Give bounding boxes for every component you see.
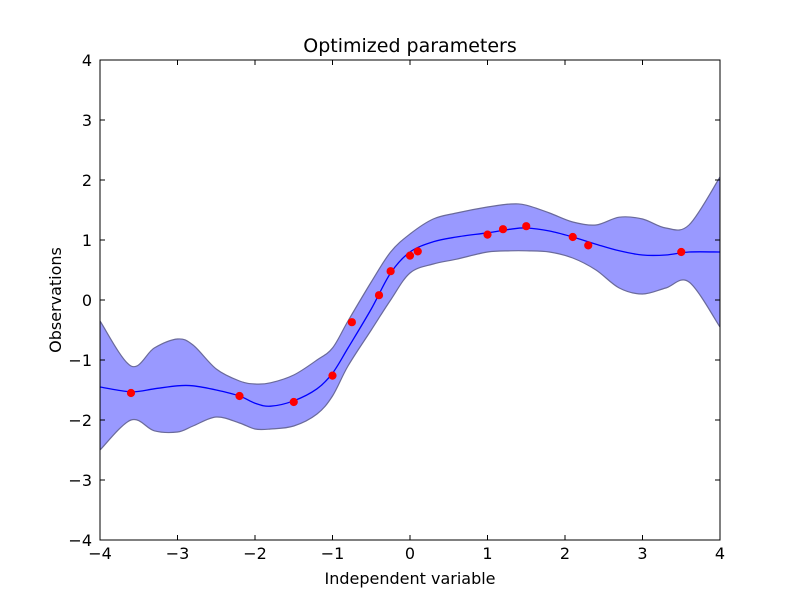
observation-point bbox=[413, 247, 422, 256]
x-tick-label: −1 bbox=[321, 544, 345, 563]
y-axis-label: Observations bbox=[46, 247, 65, 353]
x-axis-label: Independent variable bbox=[324, 569, 495, 588]
x-tick-label: 1 bbox=[482, 544, 492, 563]
x-tick-label: −4 bbox=[88, 544, 112, 563]
x-tick-label: −3 bbox=[166, 544, 190, 563]
observation-point bbox=[374, 291, 384, 300]
observation-point bbox=[522, 222, 531, 231]
observation-point bbox=[386, 267, 395, 276]
observation-point bbox=[347, 318, 356, 327]
observation-point bbox=[328, 371, 337, 380]
x-tick-label: 3 bbox=[637, 544, 647, 563]
axis-ticks: −4 −3 −2 −1 0 1 2 3 4 −4 −3 −2 −1 0 1 2 3 4 bbox=[68, 51, 725, 563]
x-tick-label: 2 bbox=[560, 544, 570, 563]
x-tick-label: 4 bbox=[715, 544, 725, 563]
plot-area bbox=[100, 175, 720, 451]
observation-point bbox=[568, 232, 577, 242]
observation-point bbox=[483, 230, 492, 239]
observation-point bbox=[289, 397, 298, 407]
y-tick-label: −4 bbox=[68, 531, 92, 550]
x-tick-label: −2 bbox=[243, 544, 267, 563]
y-tick-label: 1 bbox=[82, 231, 92, 250]
observation-point bbox=[677, 247, 686, 257]
y-tick-label: 4 bbox=[82, 51, 92, 70]
x-tick-label: 0 bbox=[405, 544, 415, 563]
confidence-band bbox=[100, 175, 720, 451]
plot-frame bbox=[99, 59, 721, 541]
y-tick-label: 3 bbox=[82, 111, 92, 130]
y-tick-label: −1 bbox=[68, 351, 92, 370]
observation-point bbox=[235, 391, 244, 401]
observation-point bbox=[405, 251, 415, 260]
y-tick-label: −2 bbox=[68, 411, 92, 430]
chart-title: Optimized parameters bbox=[303, 35, 517, 57]
observation-point bbox=[584, 241, 593, 250]
y-tick-label: −3 bbox=[68, 471, 92, 490]
observation-point bbox=[498, 225, 508, 234]
observation-point bbox=[126, 388, 136, 398]
y-tick-label: 2 bbox=[82, 171, 92, 190]
y-tick-label: 0 bbox=[82, 291, 92, 310]
